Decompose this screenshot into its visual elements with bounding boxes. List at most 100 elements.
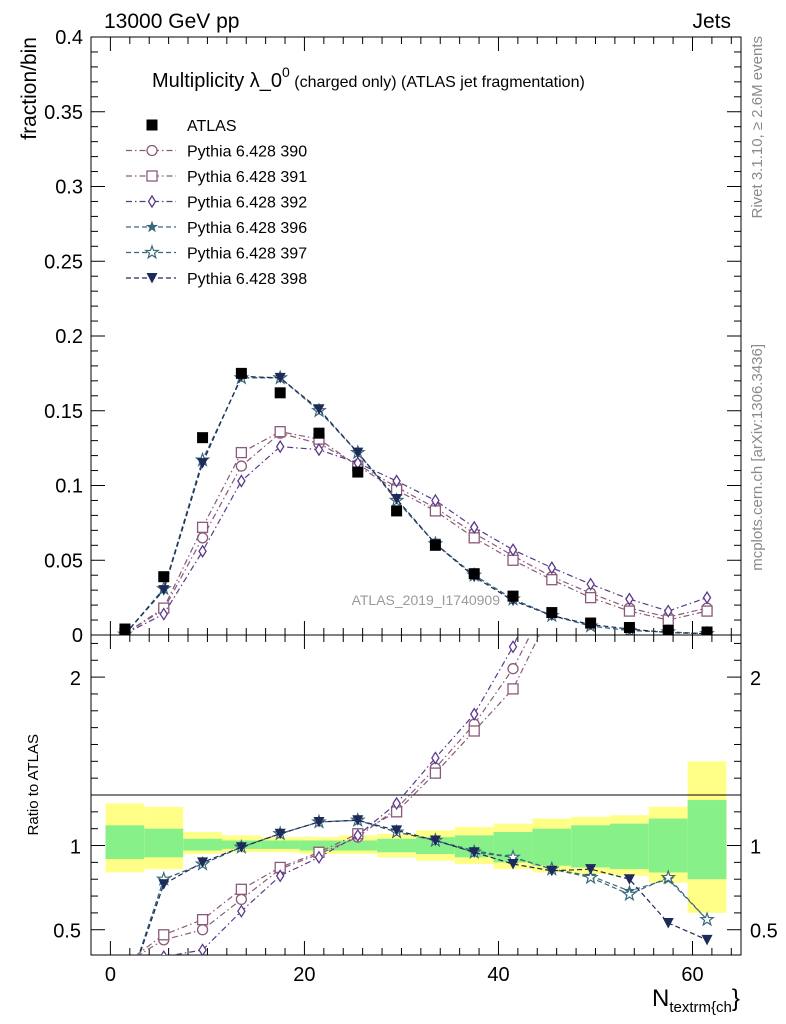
series-atlas <box>119 367 713 635</box>
data-point <box>197 458 209 469</box>
data-point <box>392 474 401 488</box>
ratio-y-tick-label: 2 <box>70 668 81 690</box>
series-line <box>124 432 708 635</box>
ratio-panel: 0.5 0.51 12 20 20 40 60 <box>53 634 778 986</box>
ratio-data-point <box>313 816 325 828</box>
data-point <box>468 532 480 544</box>
data-point <box>313 404 325 415</box>
legend-label: Pythia 6.428 397 <box>187 246 307 263</box>
uncertainty-band-green <box>648 818 688 873</box>
ratio-data-point <box>621 886 638 902</box>
data-point <box>237 474 246 488</box>
main-y-label: fraction/bin <box>18 37 41 140</box>
main-y-tick-label: 0.3 <box>55 177 83 199</box>
uncertainty-band-green <box>571 825 611 868</box>
legend-marker <box>144 244 160 260</box>
data-point <box>623 605 636 617</box>
series-line <box>124 375 708 635</box>
data-point <box>585 617 597 629</box>
uncertainty-band-green <box>687 800 727 880</box>
data-point <box>274 372 286 384</box>
x-tick-label: 20 <box>293 964 315 986</box>
legend-entry-pythia-6-428-397: Pythia 6.428 397 <box>126 244 307 263</box>
x-axis-label-brace: } <box>732 985 740 1012</box>
main-title-text: Multiplicity λ_0 <box>152 70 282 92</box>
ratio-y-tick-label: 0.5 <box>53 921 81 943</box>
ratio-data-point <box>546 865 558 877</box>
data-point <box>352 447 364 459</box>
mcplots-label: mcplots.cern.ch [arXiv:1306.3436] <box>749 344 766 571</box>
ratio-series-line <box>138 819 708 955</box>
ratio-series-line <box>137 635 531 955</box>
uncertainty-band-green <box>183 838 222 851</box>
ratio-data-point <box>158 879 170 890</box>
data-point <box>119 623 131 635</box>
ratio-data-point <box>391 825 403 836</box>
ratio-data-point <box>196 913 209 926</box>
data-point <box>702 590 712 605</box>
ratio-data-point <box>275 869 285 883</box>
main-title-sup: 0 <box>282 64 290 80</box>
ratio-data-point <box>198 943 207 955</box>
ratio-data-point <box>431 751 440 765</box>
ratio-data-point <box>699 911 715 927</box>
data-point <box>623 622 635 634</box>
legend-entry-pythia-6-428-398: Pythia 6.428 398 <box>126 271 307 288</box>
ratio-series-pythia-6-428-398 <box>138 815 713 955</box>
main-panel: 0 0.05 0.1 0.15 0.2 0.25 0.3 0.35 0.4 <box>44 27 742 647</box>
ratio-data-point <box>196 924 209 936</box>
data-point <box>158 585 170 596</box>
legend: ATLAS Pythia 6.428 390 Pythia 6.428 391 Pyt… <box>126 118 307 288</box>
data-point <box>701 605 713 617</box>
legend-entry-pythia-6-428-390: Pythia 6.428 390 <box>126 144 307 161</box>
data-point <box>274 387 286 399</box>
ratio-y-label: Ratio to ATLAS <box>25 734 42 835</box>
ratio-data-point <box>623 874 635 885</box>
main-y-tick-label: 0.1 <box>55 476 83 498</box>
main-y-tick-label: 0.15 <box>44 401 83 423</box>
ratio-series-line <box>169 635 519 955</box>
ratio-data-point <box>469 707 479 721</box>
data-point <box>275 439 285 454</box>
ratio-data-point <box>507 859 519 870</box>
legend-marker <box>146 144 158 157</box>
data-point <box>197 432 209 444</box>
main-y-tick-label: 0.2 <box>55 326 83 348</box>
main-y-tick-label: 0.05 <box>44 550 83 572</box>
data-point <box>546 607 558 619</box>
series-line <box>124 431 708 635</box>
ratio-series-line <box>135 635 541 955</box>
ratio-series-pythia-6-428-392 <box>160 635 519 955</box>
legend-label: ATLAS <box>187 118 237 135</box>
ratio-data-point <box>235 883 248 895</box>
uncertainty-band-green <box>610 823 649 870</box>
data-point <box>391 505 403 517</box>
ratio-data-point <box>274 828 286 840</box>
uncertainty-band-green <box>299 840 339 851</box>
data-point <box>314 442 324 457</box>
data-point <box>198 544 207 558</box>
ratio-data-point <box>429 835 441 846</box>
ratio-data-point <box>160 949 167 955</box>
legend-entry-pythia-6-428-392: Pythia 6.428 392 <box>126 195 307 212</box>
x-tick-label: 40 <box>487 964 509 986</box>
data-point <box>586 577 595 591</box>
ratio-data-point <box>468 725 480 737</box>
uncertainty-band-green <box>377 838 416 853</box>
ratio-data-point <box>582 869 599 885</box>
ratio-data-point <box>660 869 677 885</box>
x-tick-label: 60 <box>681 964 703 986</box>
x-axis-label-main: N <box>652 985 669 1012</box>
main-title: Multiplicity λ_00 (charged only) (ATLAS … <box>152 64 585 92</box>
uncertainty-band-green <box>532 828 572 866</box>
legend-label: Pythia 6.428 390 <box>187 144 307 161</box>
uncertainty-band-green <box>338 840 378 851</box>
data-point <box>391 493 403 505</box>
data-point <box>469 520 479 535</box>
data-point <box>158 571 170 583</box>
ratio-data-point <box>508 640 518 654</box>
ratio-data-point <box>507 663 519 675</box>
data-point <box>662 625 674 635</box>
ratio-data-point <box>468 847 480 858</box>
header-right: Jets <box>692 10 731 33</box>
